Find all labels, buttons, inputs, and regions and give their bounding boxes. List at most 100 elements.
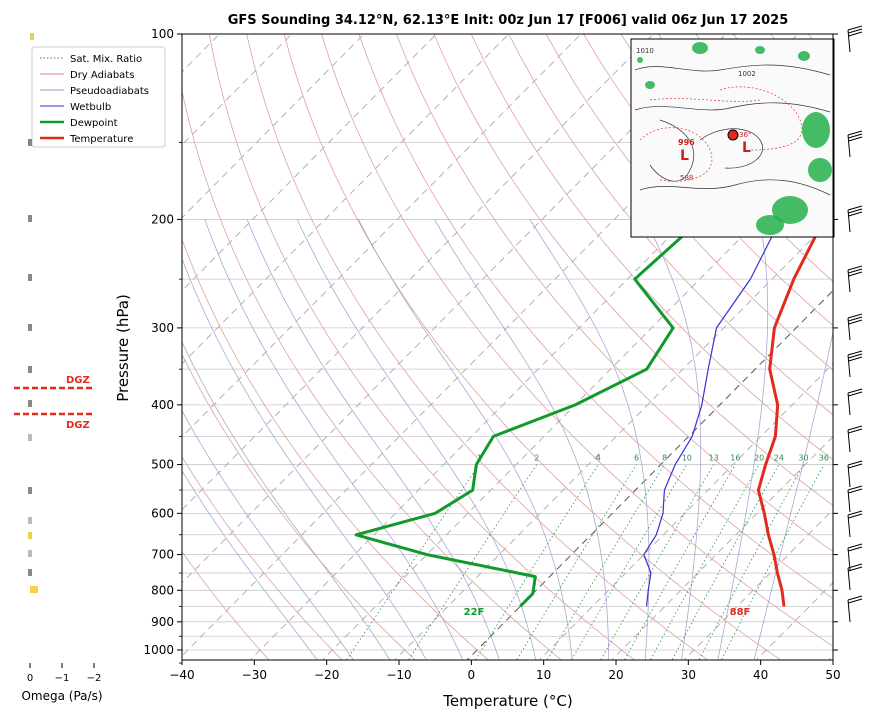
isotherm-line [611, 436, 833, 660]
mixing-ratio-label: 6 [634, 454, 639, 463]
pseudoadiabat-line [644, 219, 702, 660]
wind-barb-flag [848, 208, 863, 214]
inset-label-588: 588 [680, 174, 693, 182]
wind-barb-flag [847, 485, 863, 491]
x-tick-label: −30 [242, 668, 267, 682]
pseudoadiabat-line [358, 219, 573, 660]
mixing-ratio-line [546, 464, 665, 660]
precip-area [637, 57, 643, 63]
mixing-ratio-line [649, 464, 760, 660]
wind-barb-flag [848, 428, 863, 434]
mixing-ratio-line [600, 464, 714, 660]
y-tick-label: 1000 [143, 643, 174, 657]
y-tick-label: 500 [151, 458, 174, 472]
wind-barb-flag [847, 265, 863, 271]
dry-adiabat-line [182, 551, 270, 660]
dry-adiabat-line [182, 455, 343, 660]
y-tick-label: 200 [151, 212, 174, 226]
mixing-ratio-label: 13 [709, 454, 719, 463]
isotherm-line [182, 34, 582, 438]
inset-label-996: 996 [678, 138, 695, 147]
pseudoadiabat-line [182, 257, 427, 660]
wind-barb-shaft [847, 209, 851, 233]
legend: Sat. Mix. Ratio Dry Adiabats Pseudoadiabat… [31, 46, 166, 148]
isotherm-line [538, 362, 833, 660]
omega-bar [28, 517, 32, 524]
wind-barbs [847, 25, 863, 623]
precip-area [772, 196, 808, 224]
inset-map: L L 996 1010 1002 1006 588 36° [630, 38, 835, 238]
isotherm-line [182, 34, 510, 365]
pressure-contour [699, 128, 763, 169]
wind-barb-shaft [847, 599, 851, 623]
mixing-ratio-line [474, 464, 599, 660]
omega-bar [28, 324, 32, 331]
wind-barb-shaft [847, 29, 851, 53]
wind-barb-shaft [847, 567, 851, 591]
isotherm-line [466, 289, 833, 660]
pseudoadiabat-line [529, 219, 650, 660]
wind-barb-flag [847, 313, 863, 319]
legend-label: Temperature [69, 134, 133, 145]
dry-adiabat-line [470, 34, 833, 461]
precip-area [808, 158, 832, 182]
pseudoadiabat-line [182, 341, 391, 660]
inset-label-1010: 1010 [636, 47, 654, 55]
wind-barb-flag [847, 595, 863, 601]
precip-area [645, 81, 655, 89]
y-tick-label: 100 [151, 27, 174, 41]
wind-barb-flag [848, 488, 863, 494]
wind-barb-shaft [847, 317, 851, 341]
inset-label-l2: L [742, 140, 751, 156]
legend-label: Dewpoint [70, 118, 118, 129]
legend-label: Sat. Mix. Ratio [70, 54, 142, 65]
y-tick-label: 700 [151, 548, 174, 562]
omega-bar [28, 550, 32, 557]
omega-tick-1: −1 [55, 673, 70, 684]
wind-barb-flag [847, 510, 863, 516]
dry-adiabat-line [545, 34, 833, 371]
wind-barb-flag [848, 513, 863, 519]
legend-label: Wetbulb [70, 102, 111, 113]
x-tick-label: 10 [536, 668, 551, 682]
wind-barb-shaft [847, 547, 851, 571]
isotherm-line [182, 34, 727, 584]
wind-barb-flag [848, 31, 863, 37]
omega-bar [28, 487, 32, 494]
wind-barb-flag [848, 546, 863, 552]
wind-barb-flag [848, 136, 863, 142]
omega-bar [28, 434, 32, 441]
mixing-ratio-label: 16 [730, 454, 740, 463]
isotherm-line [755, 581, 833, 660]
x-tick-label: −10 [386, 668, 411, 682]
wind-barb-flag [848, 356, 863, 362]
dry-adiabat-line [182, 89, 563, 660]
mixing-ratio-line [408, 464, 538, 660]
precip-area [692, 42, 708, 54]
pseudoadiabat-line [717, 219, 769, 660]
surface-temperature-label: 88F [730, 607, 751, 618]
pseudoadiabat-line [433, 219, 610, 660]
x-tick-label: 20 [608, 668, 623, 682]
omega-panel: DGZ DGZ 0 −1 −2 Omega (Pa/s) [14, 33, 103, 703]
wind-barb-shaft [847, 392, 851, 416]
mixing-ratio-label: 10 [682, 454, 692, 463]
omega-bar [28, 366, 32, 373]
omega-bar [28, 569, 32, 576]
isotherm-line [182, 34, 654, 511]
omega-bar [30, 33, 34, 40]
mixing-ratio-label: 2 [534, 454, 539, 463]
mixing-ratio-line [720, 464, 825, 660]
wind-barb-shaft [847, 429, 851, 453]
wind-barb-shaft [847, 134, 851, 158]
wind-barb-flag [848, 319, 863, 325]
mixing-ratio-label: 24 [774, 454, 784, 463]
pseudoadiabat-line [204, 219, 464, 660]
x-tick-label: 40 [753, 668, 768, 682]
wind-barb-flag [847, 543, 863, 549]
isotherm-line [683, 508, 833, 660]
omega-tick-2: −2 [87, 673, 102, 684]
wind-barb-flag [847, 205, 863, 211]
